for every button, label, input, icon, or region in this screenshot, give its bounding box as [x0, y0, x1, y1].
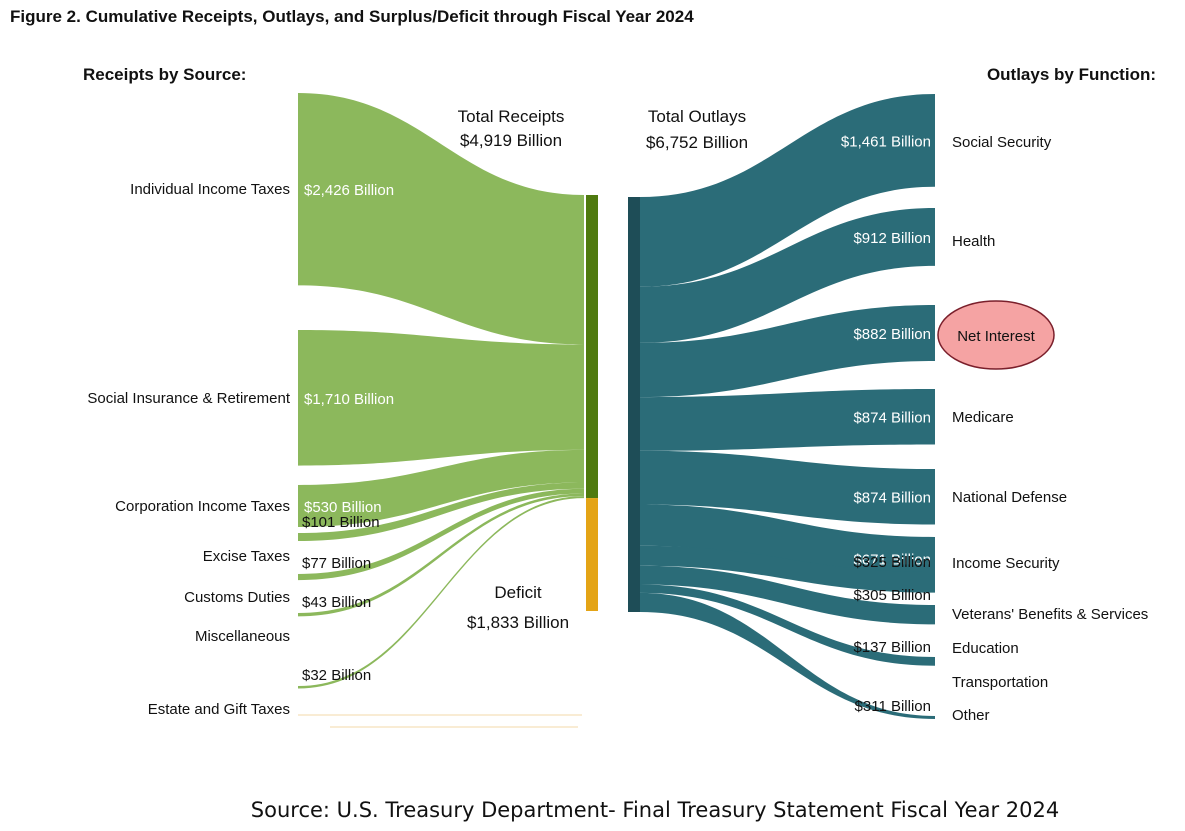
- receipt-name-miscellaneous: Miscellaneous: [195, 628, 290, 645]
- outlay-flow-education: [640, 565, 935, 625]
- outlay-flow-medicare: [640, 389, 935, 451]
- deficit-bar: [586, 498, 598, 611]
- outlay-name-education: Education: [952, 640, 1019, 657]
- outlay-name-net-interest: Net Interest: [957, 328, 1035, 345]
- outlay-value-education: $305 Billion: [853, 587, 931, 604]
- receipt-name-estate-and-gift-taxes: Estate and Gift Taxes: [148, 701, 290, 718]
- total-outlays-amount: $6,752 Billion: [646, 133, 748, 152]
- receipt-labels: Individual Income Taxes $2,426 Billion Soc…: [87, 181, 394, 718]
- receipt-flow-estate-and-gift-taxes: [298, 496, 584, 689]
- outlay-labels: $1,461 Billion Social Security $912 Billio…: [841, 133, 1148, 724]
- outlay-value-transportation: $137 Billion: [853, 639, 931, 656]
- outlay-name-income-security: Income Security: [952, 555, 1060, 572]
- outlay-name-transportation: Transportation: [952, 674, 1048, 691]
- receipt-flow-miscellaneous: [298, 493, 584, 617]
- outlay-value-social-security: $1,461 Billion: [841, 133, 931, 150]
- outlay-value-other: $311 Billion: [855, 698, 931, 715]
- receipt-value-social-insurance-retirement: $1,710 Billion: [304, 391, 394, 408]
- outlay-value-health: $912 Billion: [853, 230, 931, 247]
- outlay-name-other: Other: [952, 707, 990, 724]
- receipts-heading: Receipts by Source:: [83, 65, 246, 84]
- total-receipts-bar: [586, 195, 598, 499]
- highlight-ellipse: [937, 300, 1055, 370]
- chart-title: Figure 2. Cumulative Receipts, Outlays, …: [10, 7, 694, 26]
- receipt-flow-social-insurance-retirement: [298, 330, 584, 466]
- deficit-amount: $1,833 Billion: [467, 613, 569, 632]
- outlay-flow-other: [640, 592, 935, 719]
- receipt-name-individual-income-taxes: Individual Income Taxes: [130, 181, 290, 198]
- outlay-name-national-defense: National Defense: [952, 489, 1067, 506]
- outlay-value-income-security: $671 Billion: [853, 551, 931, 568]
- deficit-label: Deficit: [494, 583, 542, 602]
- outlay-name-medicare: Medicare: [952, 409, 1014, 426]
- outlay-value-national-defense: $874 Billion: [853, 490, 931, 507]
- outlay-flow-national-defense: [640, 450, 935, 525]
- outlay-flow-veterans-benefits-services: [640, 545, 935, 593]
- receipt-value-customs-duties: $77 Billion: [302, 555, 371, 572]
- outlay-flow-net-interest: [640, 305, 935, 398]
- outlay-value-medicare: $874 Billion: [853, 410, 931, 427]
- outlay-value-veterans-benefits-services: $325 Billion: [853, 554, 931, 571]
- outlays-heading: Outlays by Function:: [987, 65, 1156, 84]
- outlay-name-health: Health: [952, 233, 995, 250]
- receipt-value-corporation-income-taxes: $530 Billion: [304, 499, 382, 516]
- total-receipts-label: Total Receipts: [458, 107, 565, 126]
- receipt-flow-individual-income-taxes: [298, 93, 584, 345]
- receipt-name-excise-taxes: Excise Taxes: [203, 548, 290, 565]
- receipt-name-customs-duties: Customs Duties: [184, 589, 290, 606]
- receipt-value-estate-and-gift-taxes: $32 Billion: [302, 667, 371, 684]
- total-receipts-amount: $4,919 Billion: [460, 131, 562, 150]
- outlay-flow-transportation: [640, 584, 935, 666]
- receipt-value-miscellaneous: $43 Billion: [302, 594, 371, 611]
- receipt-value-individual-income-taxes: $2,426 Billion: [304, 182, 394, 199]
- total-outlays-label: Total Outlays: [648, 107, 746, 126]
- receipt-flow-customs-duties: [298, 488, 584, 581]
- source-note: Source: U.S. Treasury Department- Final …: [251, 798, 1059, 822]
- outlay-flow-health: [640, 208, 935, 343]
- receipt-name-corporation-income-taxes: Corporation Income Taxes: [115, 498, 290, 515]
- receipt-name-social-insurance-retirement: Social Insurance & Retirement: [87, 390, 290, 407]
- outlay-value-net-interest: $882 Billion: [853, 326, 931, 343]
- receipt-value-excise-taxes: $101 Billion: [302, 514, 380, 531]
- total-bars: [298, 195, 640, 728]
- outlay-name-social-security: Social Security: [952, 134, 1052, 151]
- outlay-flow-social-security: [640, 94, 935, 287]
- receipt-flow-excise-taxes: [298, 482, 584, 542]
- outlay-name-veterans-benefits-services: Veterans' Benefits & Services: [952, 606, 1148, 623]
- outlay-flow-income-security: [640, 504, 935, 580]
- outlay-flows: [640, 94, 935, 719]
- receipt-flow-corporation-income-taxes: [298, 449, 584, 528]
- receipt-flows: [298, 93, 584, 689]
- total-outlays-bar: [628, 197, 640, 612]
